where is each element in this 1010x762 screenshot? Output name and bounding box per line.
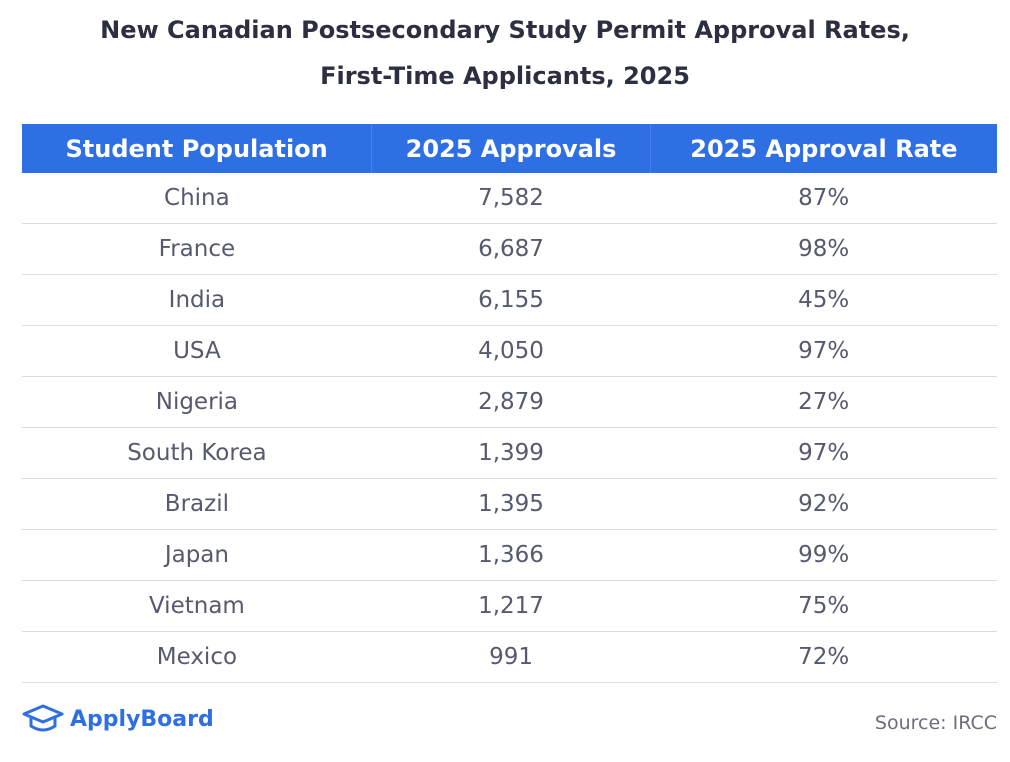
- table-row: Mexico 991 72%: [22, 631, 997, 683]
- table-cell: Brazil: [22, 478, 372, 530]
- table: Student Population 2025 Approvals 2025 App…: [22, 124, 997, 683]
- logo-icon: [22, 704, 64, 732]
- table-cell: 7,582: [371, 173, 651, 224]
- table-cell: Vietnam: [22, 580, 372, 632]
- table-cell: 6,155: [371, 274, 651, 326]
- table-cell: 87%: [650, 173, 997, 224]
- table-cell: 97%: [650, 325, 997, 377]
- table-cell: 1,217: [371, 580, 651, 632]
- table-row: Nigeria 2,879 27%: [22, 376, 997, 428]
- table-cell: 92%: [650, 478, 997, 530]
- column-header: 2025 Approvals: [371, 124, 651, 173]
- table-cell: 6,687: [371, 223, 651, 275]
- table-cell: 2,879: [371, 376, 651, 428]
- table-cell: 72%: [650, 631, 997, 683]
- logo-text: ApplyBoard: [70, 706, 214, 732]
- table-cell: 75%: [650, 580, 997, 632]
- table-cell: 27%: [650, 376, 997, 428]
- table-row: China 7,582 87%: [22, 173, 997, 224]
- table-row: Brazil 1,395 92%: [22, 478, 997, 530]
- table-row: France 6,687 98%: [22, 223, 997, 275]
- table-cell: France: [22, 223, 372, 275]
- table-cell: USA: [22, 325, 372, 377]
- table-cell: Nigeria: [22, 376, 372, 428]
- table-cell: 1,395: [371, 478, 651, 530]
- column-header: Student Population: [22, 124, 372, 173]
- table-cell: 4,050: [371, 325, 651, 377]
- table-cell: 98%: [650, 223, 997, 275]
- table-cell: 99%: [650, 529, 997, 581]
- table-row: South Korea 1,399 97%: [22, 427, 997, 479]
- table-row: Japan 1,366 99%: [22, 529, 997, 581]
- table-cell: India: [22, 274, 372, 326]
- table-cell: 1,366: [371, 529, 651, 581]
- table-cell: 45%: [650, 274, 997, 326]
- table-body: China 7,582 87% France 6,687 98% India 6,155 45%…: [22, 173, 997, 683]
- title-line: First-Time Applicants, 2025: [320, 62, 690, 90]
- header-row: Student Population 2025 Approvals 2025 App…: [22, 124, 997, 173]
- title-line: New Canadian Postsecondary Study Permit …: [100, 16, 910, 44]
- logo: ApplyBoard: [22, 704, 214, 734]
- table-cell: 97%: [650, 427, 997, 479]
- source-note: Source: IRCC: [874, 712, 997, 734]
- table-row: USA 4,050 97%: [22, 325, 997, 377]
- column-header: 2025 Approval Rate: [649, 124, 997, 173]
- table-cell: 991: [371, 631, 651, 683]
- table-cell: Mexico: [22, 631, 372, 683]
- table-cell: China: [22, 173, 372, 224]
- table-cell: South Korea: [22, 427, 372, 479]
- table-cell: Japan: [22, 529, 372, 581]
- table-row: India 6,155 45%: [22, 274, 997, 326]
- table-row: Vietnam 1,217 75%: [22, 580, 997, 632]
- table-cell: 1,399: [371, 427, 651, 479]
